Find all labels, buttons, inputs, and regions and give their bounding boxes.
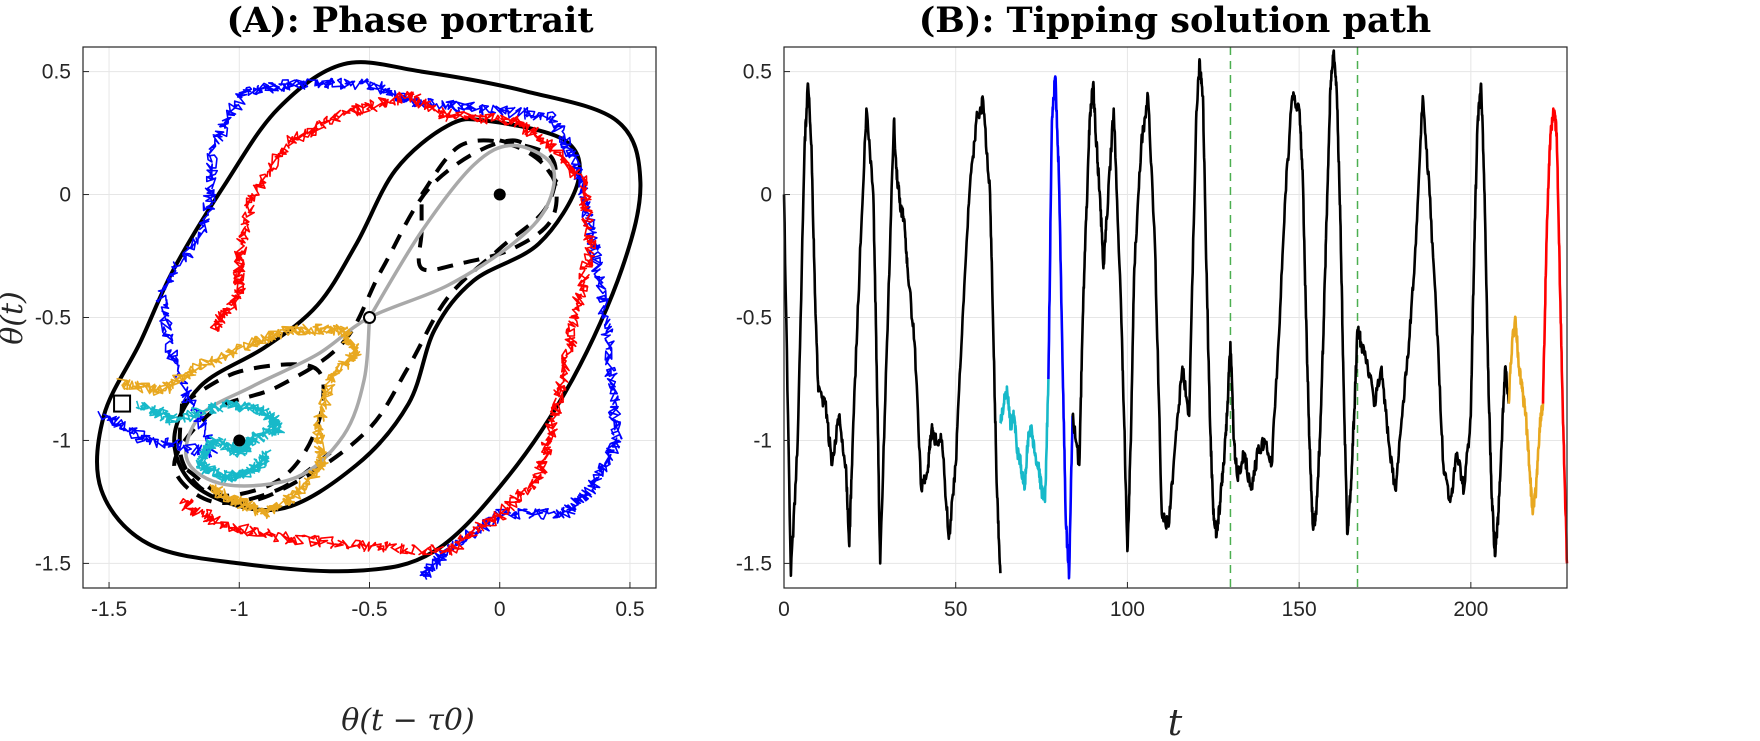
unstable-cycle-upper-curve <box>416 138 559 273</box>
cyan-path <box>135 399 285 483</box>
y-tick-label: 0.5 <box>743 61 772 84</box>
orange-path <box>116 323 362 520</box>
homoclinic-loops-curve <box>184 143 557 488</box>
panel-b: (B): Tipping solution path 0 50 100 150 2000… <box>736 0 1569 741</box>
y-tick-label: -1.5 <box>35 552 71 575</box>
series-blue <box>1047 75 1074 580</box>
panel-b-ticks: 0 50 100 150 200 0.5 0 -0.5 -1 -1.5 <box>736 61 1489 621</box>
red-path <box>179 90 597 556</box>
saddle-point <box>363 311 376 324</box>
panel-a-ylabel: θ(t) <box>0 291 30 345</box>
panel-a-xlabel: θ(t − τ0) <box>341 703 474 738</box>
series-black-2 <box>1071 49 1510 558</box>
x-tick-label: 200 <box>1453 598 1488 621</box>
x-tick-label: 100 <box>1110 598 1145 621</box>
y-tick-label: -0.5 <box>35 307 71 330</box>
y-tick-label: -1.5 <box>736 552 772 575</box>
panel-a-markers <box>113 188 506 447</box>
panel-a: (A): Phase portrait -1.5 -1 -0.5 0 0.5 0.5 0 -0… <box>0 0 657 738</box>
panel-a-stochastic-paths <box>97 77 623 580</box>
panel-b-series <box>782 49 1569 580</box>
y-tick-label: -1 <box>52 429 71 452</box>
panel-a-grid <box>83 47 656 588</box>
blue-path <box>97 77 623 580</box>
series-black <box>782 82 1002 577</box>
x-tick-label: -1 <box>230 598 249 621</box>
series-orange <box>1507 315 1545 516</box>
y-tick-label: 0 <box>760 184 772 207</box>
panel-b-grid <box>783 47 1567 588</box>
panel-a-title: (A): Phase portrait <box>227 0 594 41</box>
y-tick-label: -0.5 <box>736 307 772 330</box>
separatrix-left-curve <box>172 138 559 505</box>
series-red <box>1541 107 1569 564</box>
panel-a-ticks: -1.5 -1 -0.5 0 0.5 0.5 0 -0.5 -1 -1.5 <box>35 61 645 621</box>
initial-condition <box>113 394 132 413</box>
stable-equilibrium-lower <box>233 434 246 447</box>
x-tick-label: -1.5 <box>91 598 127 621</box>
x-tick-label: 0.5 <box>615 598 644 621</box>
y-tick-label: -1 <box>753 429 772 452</box>
x-tick-label: 0 <box>494 598 506 621</box>
y-tick-label: 0.5 <box>42 61 71 84</box>
x-tick-label: 150 <box>1282 598 1317 621</box>
series-cyan <box>999 378 1050 504</box>
y-tick-label: 0 <box>59 184 71 207</box>
x-tick-label: 50 <box>944 598 967 621</box>
x-tick-label: 0 <box>778 598 790 621</box>
panel-b-xlabel: t <box>1168 703 1183 741</box>
x-tick-label: -0.5 <box>351 598 387 621</box>
stable-equilibrium-upper <box>493 188 506 201</box>
panel-b-title: (B): Tipping solution path <box>919 0 1432 41</box>
panel-b-vertical-lines <box>1229 47 1359 588</box>
panel-a-curves <box>95 60 643 574</box>
